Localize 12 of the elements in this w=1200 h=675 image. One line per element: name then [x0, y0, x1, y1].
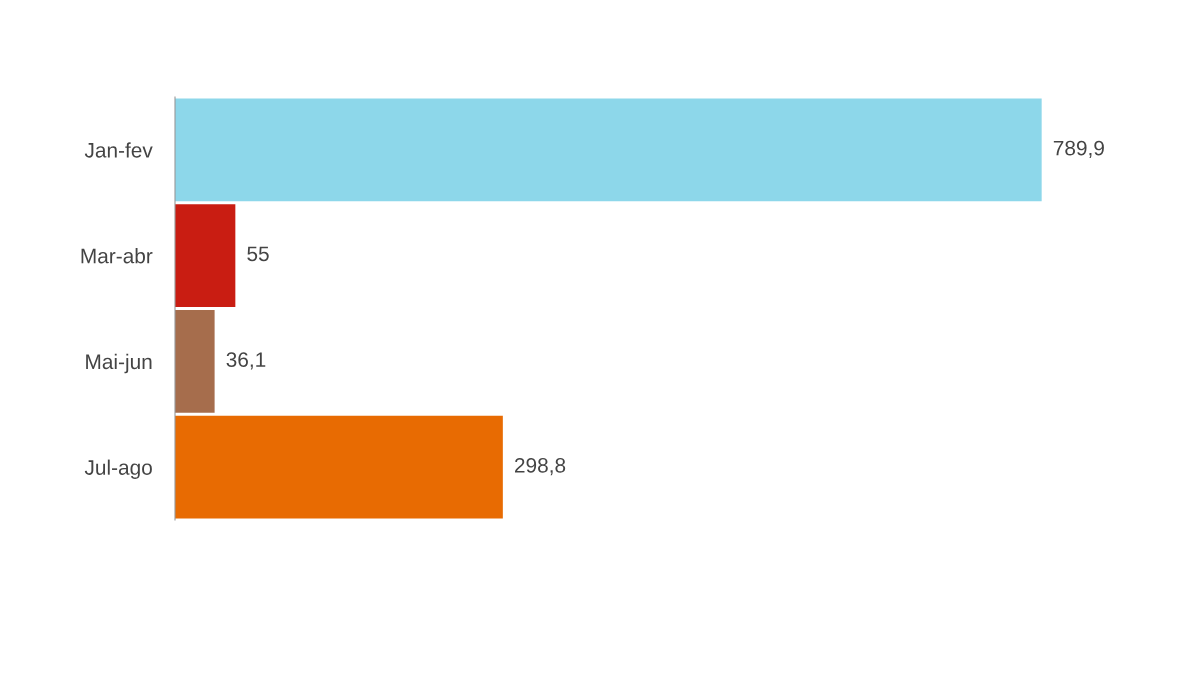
- bar: [175, 98, 1042, 202]
- y-tick-label: Jan-fev: [84, 142, 153, 158]
- y-tick-label: Mai-jun: [86, 353, 152, 374]
- bar: [175, 415, 503, 519]
- data-label: 36,1: [226, 352, 266, 370]
- bar: [175, 204, 236, 307]
- y-tick-label: Mar-abr: [81, 248, 153, 264]
- bar: [175, 310, 215, 413]
- data-label: 789,9: [1053, 140, 1104, 158]
- data-label: 55: [247, 246, 269, 262]
- y-tick-label: Jul-ago: [84, 459, 152, 479]
- data-label: 298,8: [515, 457, 566, 476]
